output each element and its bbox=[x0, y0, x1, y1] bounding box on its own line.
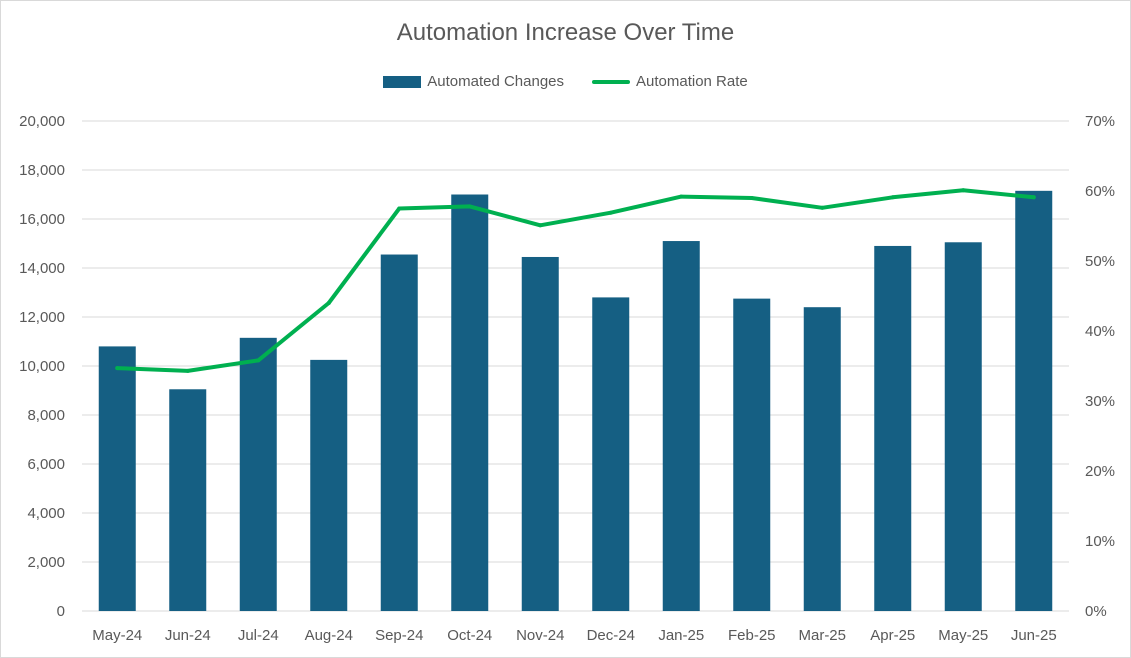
y-tick-label-left: 12,000 bbox=[19, 309, 65, 326]
bar bbox=[662, 241, 700, 612]
rate-point bbox=[185, 368, 190, 373]
y-tick-label-left: 14,000 bbox=[19, 260, 65, 277]
rate-point bbox=[961, 188, 966, 193]
legend-item-automation-rate: Automation Rate bbox=[592, 73, 748, 90]
bar bbox=[521, 256, 559, 611]
x-tick-label: May-25 bbox=[938, 627, 988, 644]
rate-point bbox=[467, 204, 472, 209]
bar bbox=[1015, 190, 1053, 611]
y-tick-label-right: 10% bbox=[1085, 533, 1115, 550]
rate-point bbox=[749, 196, 754, 200]
legend: Automated Changes Automation Rate bbox=[1, 73, 1130, 90]
rate-point bbox=[538, 223, 543, 228]
bar bbox=[98, 346, 136, 611]
rate-line bbox=[115, 188, 1036, 373]
y-tick-label-left: 18,000 bbox=[19, 162, 65, 179]
y-tick-label-right: 40% bbox=[1085, 323, 1115, 340]
bar bbox=[592, 297, 630, 611]
y-tick-label-right: 30% bbox=[1085, 393, 1115, 410]
x-tick-label: Jul-24 bbox=[238, 627, 279, 644]
chart-title: Automation Increase Over Time bbox=[396, 19, 735, 46]
y-tick-label-right: 20% bbox=[1085, 463, 1115, 480]
y-tick-label-right: 70% bbox=[1085, 113, 1115, 130]
rate-point bbox=[1031, 195, 1036, 200]
bar bbox=[169, 389, 207, 611]
bar bbox=[944, 242, 982, 611]
x-tick-label: Mar-25 bbox=[798, 627, 846, 644]
y-tick-label-left: 0 bbox=[57, 603, 65, 620]
y-tick-label-right: 0% bbox=[1085, 603, 1107, 620]
x-tick-label: Jun-24 bbox=[165, 627, 211, 644]
x-tick-label: Jan-25 bbox=[658, 627, 704, 644]
bar bbox=[874, 245, 912, 611]
x-tick-label: Sep-24 bbox=[375, 627, 423, 644]
y-tick-label-left: 2,000 bbox=[27, 554, 65, 571]
legend-label-automation-rate: Automation Rate bbox=[636, 73, 748, 90]
rate-point bbox=[608, 210, 613, 215]
legend-swatch-automation-rate bbox=[592, 79, 631, 84]
legend-item-automated-changes: Automated Changes bbox=[383, 73, 564, 90]
rate-point bbox=[256, 358, 261, 363]
x-tick-label: Aug-24 bbox=[305, 627, 353, 644]
legend-label-automated-changes: Automated Changes bbox=[427, 73, 565, 90]
x-tick-label: Jun-25 bbox=[1011, 627, 1057, 644]
legend-swatch-automated-changes bbox=[383, 75, 422, 88]
y-tick-label-left: 20,000 bbox=[19, 113, 65, 130]
y-tick-label-right: 60% bbox=[1085, 183, 1115, 200]
x-tick-label: Dec-24 bbox=[587, 627, 635, 644]
x-tick-label: Nov-24 bbox=[516, 627, 564, 644]
x-tick-label: Feb-25 bbox=[728, 627, 776, 644]
rate-point bbox=[397, 206, 402, 211]
bar bbox=[310, 359, 348, 611]
rate-point bbox=[326, 301, 331, 305]
bar bbox=[380, 254, 418, 611]
bar bbox=[451, 194, 489, 611]
bar bbox=[733, 298, 771, 611]
y-tick-label-right: 50% bbox=[1085, 253, 1115, 270]
y-tick-label-left: 8,000 bbox=[27, 407, 65, 424]
rate-point bbox=[679, 194, 684, 199]
rate-point bbox=[890, 195, 895, 200]
x-tick-label: Apr-25 bbox=[870, 627, 915, 644]
rate-point bbox=[115, 366, 120, 371]
y-tick-label-left: 6,000 bbox=[27, 456, 65, 473]
rate-point bbox=[820, 205, 825, 210]
x-tick-label: Oct-24 bbox=[447, 627, 492, 644]
x-tick-label: May-24 bbox=[92, 627, 142, 644]
y-tick-label-left: 10,000 bbox=[19, 358, 65, 375]
y-tick-label-left: 16,000 bbox=[19, 211, 65, 228]
bar bbox=[239, 337, 277, 611]
y-tick-label-left: 4,000 bbox=[27, 505, 65, 522]
bar bbox=[803, 307, 841, 611]
